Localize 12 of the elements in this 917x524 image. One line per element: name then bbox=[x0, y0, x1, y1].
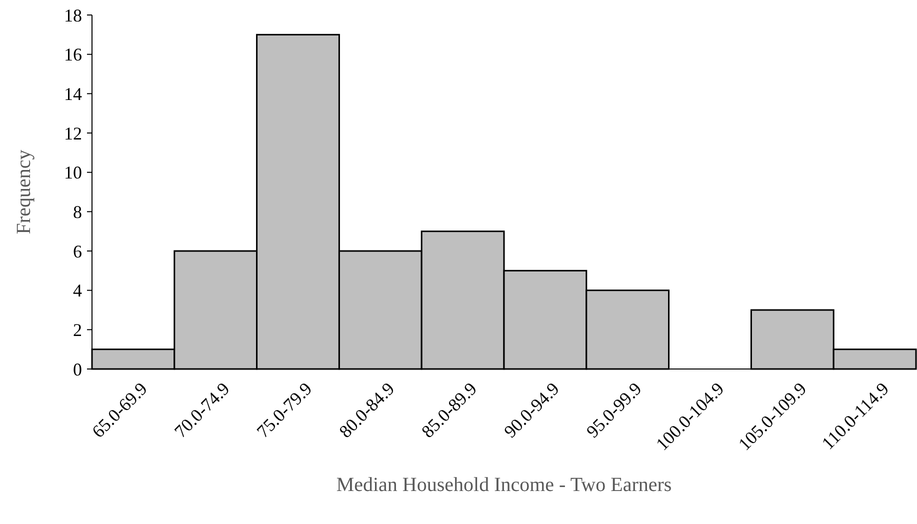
y-tick-label: 18 bbox=[64, 5, 82, 26]
y-tick-label: 2 bbox=[73, 320, 82, 340]
x-axis-title: Median Household Income - Two Earners bbox=[336, 474, 672, 496]
y-tick-label: 16 bbox=[64, 44, 82, 65]
y-tick-label: 6 bbox=[73, 241, 82, 262]
y-tick-label: 4 bbox=[73, 280, 82, 301]
y-tick-label: 12 bbox=[64, 123, 82, 144]
y-tick-label: 0 bbox=[73, 359, 82, 380]
y-axis-title: Frequency bbox=[13, 150, 35, 234]
y-tick-label: 10 bbox=[64, 162, 82, 183]
y-tick-label: 8 bbox=[73, 202, 82, 222]
y-tick-label: 14 bbox=[64, 84, 82, 104]
